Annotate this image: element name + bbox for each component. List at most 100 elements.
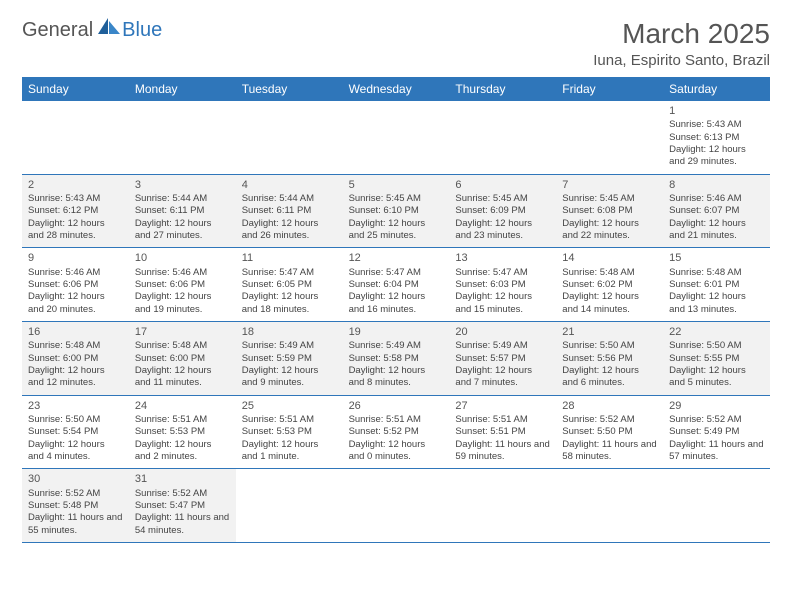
calendar-cell: 8Sunrise: 5:46 AMSunset: 6:07 PMDaylight… (663, 175, 770, 248)
daylight-text: Daylight: 12 hours and 4 minutes. (28, 439, 123, 464)
sunrise-text: Sunrise: 5:49 AM (242, 340, 337, 352)
calendar-cell: 9Sunrise: 5:46 AMSunset: 6:06 PMDaylight… (22, 248, 129, 321)
day-number: 31 (135, 472, 230, 486)
calendar-cell: 1Sunrise: 5:43 AMSunset: 6:13 PMDaylight… (663, 101, 770, 174)
logo-text-2: Blue (122, 19, 162, 42)
daylight-text: Daylight: 12 hours and 23 minutes. (455, 218, 550, 243)
sunset-text: Sunset: 6:00 PM (135, 353, 230, 365)
day-number: 7 (562, 178, 657, 192)
calendar-cell: 26Sunrise: 5:51 AMSunset: 5:52 PMDayligh… (343, 396, 450, 469)
day-number: 6 (455, 178, 550, 192)
sunrise-text: Sunrise: 5:47 AM (349, 267, 444, 279)
day-number: 4 (242, 178, 337, 192)
calendar-page: General Blue March 2025 Iuna, Espirito S… (0, 0, 792, 561)
calendar-cell-blank (236, 469, 343, 542)
sunrise-text: Sunrise: 5:48 AM (28, 340, 123, 352)
sunset-text: Sunset: 5:54 PM (28, 426, 123, 438)
sunrise-text: Sunrise: 5:47 AM (455, 267, 550, 279)
daylight-text: Daylight: 12 hours and 19 minutes. (135, 291, 230, 316)
day-number: 20 (455, 325, 550, 339)
row-separator (22, 542, 770, 543)
calendar-cell-blank (129, 101, 236, 174)
daylight-text: Daylight: 12 hours and 21 minutes. (669, 218, 764, 243)
sunset-text: Sunset: 6:10 PM (349, 205, 444, 217)
sunset-text: Sunset: 6:03 PM (455, 279, 550, 291)
calendar-header-cell: Thursday (449, 77, 556, 101)
sunrise-text: Sunrise: 5:44 AM (135, 193, 230, 205)
calendar-header-cell: Sunday (22, 77, 129, 101)
sunset-text: Sunset: 6:04 PM (349, 279, 444, 291)
day-number: 2 (28, 178, 123, 192)
sunrise-text: Sunrise: 5:50 AM (28, 414, 123, 426)
calendar-cell: 21Sunrise: 5:50 AMSunset: 5:56 PMDayligh… (556, 322, 663, 395)
calendar-cell-blank (343, 469, 450, 542)
day-number: 1 (669, 104, 764, 118)
sunset-text: Sunset: 6:11 PM (242, 205, 337, 217)
calendar-header-cell: Friday (556, 77, 663, 101)
calendar-cell-blank (556, 101, 663, 174)
calendar-cell-blank (449, 469, 556, 542)
calendar-header-cell: Saturday (663, 77, 770, 101)
sunrise-text: Sunrise: 5:52 AM (669, 414, 764, 426)
calendar-header-cell: Monday (129, 77, 236, 101)
calendar-cell: 14Sunrise: 5:48 AMSunset: 6:02 PMDayligh… (556, 248, 663, 321)
daylight-text: Daylight: 11 hours and 58 minutes. (562, 439, 657, 464)
calendar-cell: 6Sunrise: 5:45 AMSunset: 6:09 PMDaylight… (449, 175, 556, 248)
daylight-text: Daylight: 12 hours and 14 minutes. (562, 291, 657, 316)
sunset-text: Sunset: 5:47 PM (135, 500, 230, 512)
sunrise-text: Sunrise: 5:48 AM (562, 267, 657, 279)
daylight-text: Daylight: 11 hours and 54 minutes. (135, 512, 230, 537)
calendar-cell: 17Sunrise: 5:48 AMSunset: 6:00 PMDayligh… (129, 322, 236, 395)
calendar-cell: 10Sunrise: 5:46 AMSunset: 6:06 PMDayligh… (129, 248, 236, 321)
location-subtitle: Iuna, Espirito Santo, Brazil (593, 52, 770, 69)
sunrise-text: Sunrise: 5:50 AM (669, 340, 764, 352)
calendar-cell: 2Sunrise: 5:43 AMSunset: 6:12 PMDaylight… (22, 175, 129, 248)
logo-text-1: General (22, 19, 93, 42)
sunrise-text: Sunrise: 5:46 AM (669, 193, 764, 205)
calendar: SundayMondayTuesdayWednesdayThursdayFrid… (22, 77, 770, 543)
sunrise-text: Sunrise: 5:45 AM (455, 193, 550, 205)
day-number: 15 (669, 251, 764, 265)
sunrise-text: Sunrise: 5:47 AM (242, 267, 337, 279)
daylight-text: Daylight: 12 hours and 22 minutes. (562, 218, 657, 243)
calendar-cell-blank (343, 101, 450, 174)
daylight-text: Daylight: 12 hours and 1 minute. (242, 439, 337, 464)
daylight-text: Daylight: 12 hours and 11 minutes. (135, 365, 230, 390)
daylight-text: Daylight: 11 hours and 57 minutes. (669, 439, 764, 464)
sunset-text: Sunset: 5:53 PM (135, 426, 230, 438)
daylight-text: Daylight: 12 hours and 27 minutes. (135, 218, 230, 243)
calendar-cell-blank (449, 101, 556, 174)
calendar-cell-blank (236, 101, 343, 174)
sunset-text: Sunset: 6:06 PM (135, 279, 230, 291)
sunrise-text: Sunrise: 5:51 AM (349, 414, 444, 426)
day-number: 18 (242, 325, 337, 339)
calendar-header-cell: Tuesday (236, 77, 343, 101)
day-number: 23 (28, 399, 123, 413)
sunrise-text: Sunrise: 5:49 AM (349, 340, 444, 352)
calendar-cell: 19Sunrise: 5:49 AMSunset: 5:58 PMDayligh… (343, 322, 450, 395)
day-number: 12 (349, 251, 444, 265)
sunset-text: Sunset: 6:13 PM (669, 132, 764, 144)
calendar-cell-blank (663, 469, 770, 542)
daylight-text: Daylight: 12 hours and 8 minutes. (349, 365, 444, 390)
daylight-text: Daylight: 12 hours and 5 minutes. (669, 365, 764, 390)
sunset-text: Sunset: 6:01 PM (669, 279, 764, 291)
calendar-cell: 3Sunrise: 5:44 AMSunset: 6:11 PMDaylight… (129, 175, 236, 248)
calendar-cell: 11Sunrise: 5:47 AMSunset: 6:05 PMDayligh… (236, 248, 343, 321)
sunrise-text: Sunrise: 5:51 AM (455, 414, 550, 426)
daylight-text: Daylight: 12 hours and 13 minutes. (669, 291, 764, 316)
calendar-cell-blank (22, 101, 129, 174)
day-number: 24 (135, 399, 230, 413)
calendar-cell: 24Sunrise: 5:51 AMSunset: 5:53 PMDayligh… (129, 396, 236, 469)
sunrise-text: Sunrise: 5:46 AM (135, 267, 230, 279)
calendar-cell: 20Sunrise: 5:49 AMSunset: 5:57 PMDayligh… (449, 322, 556, 395)
day-number: 5 (349, 178, 444, 192)
daylight-text: Daylight: 12 hours and 29 minutes. (669, 144, 764, 169)
sunrise-text: Sunrise: 5:51 AM (135, 414, 230, 426)
sunrise-text: Sunrise: 5:44 AM (242, 193, 337, 205)
daylight-text: Daylight: 12 hours and 12 minutes. (28, 365, 123, 390)
calendar-header-cell: Wednesday (343, 77, 450, 101)
daylight-text: Daylight: 12 hours and 15 minutes. (455, 291, 550, 316)
daylight-text: Daylight: 12 hours and 0 minutes. (349, 439, 444, 464)
daylight-text: Daylight: 12 hours and 26 minutes. (242, 218, 337, 243)
